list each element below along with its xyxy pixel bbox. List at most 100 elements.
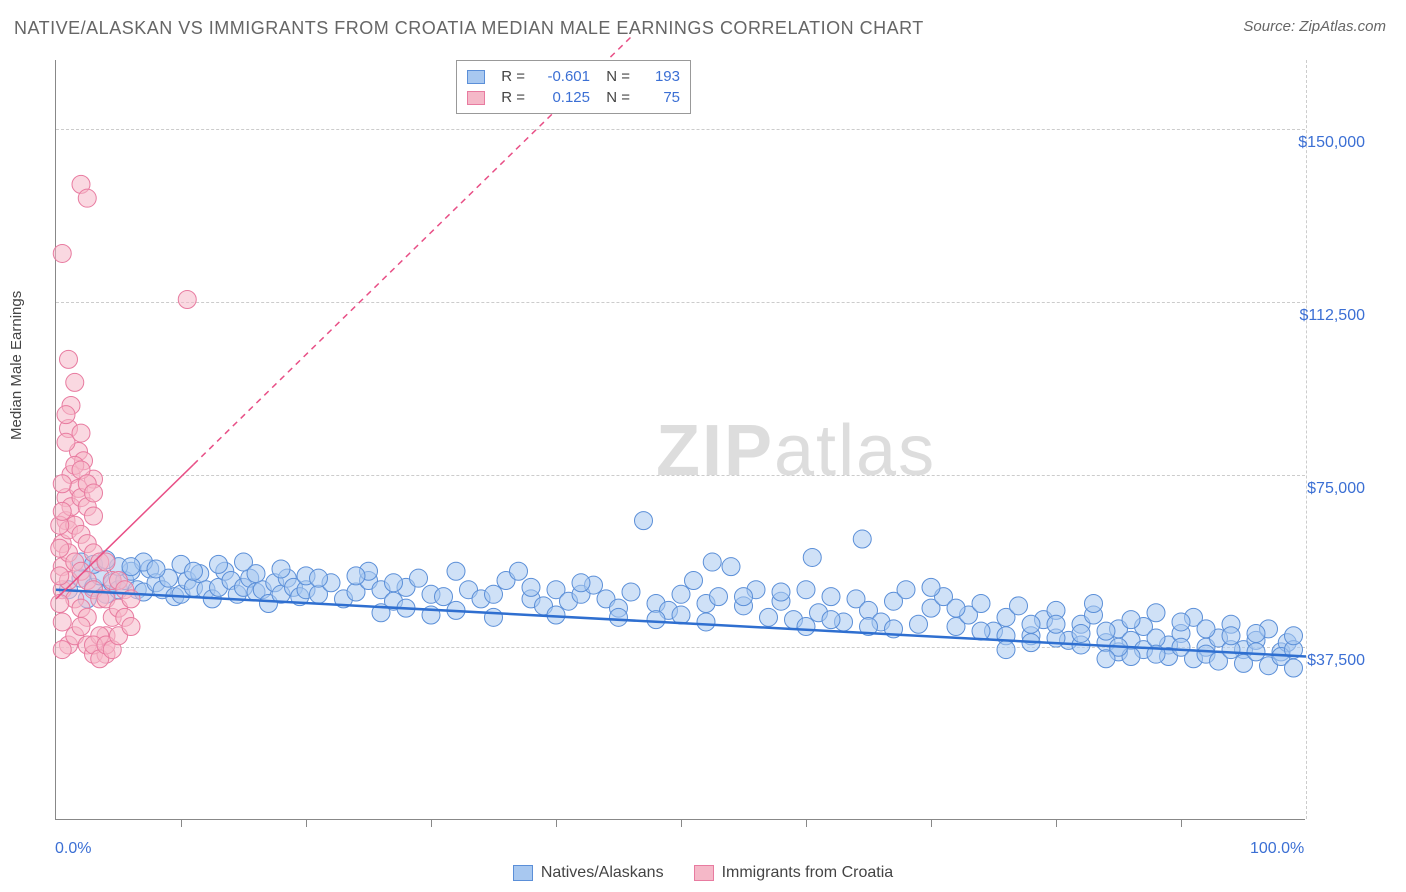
data-point	[1072, 624, 1090, 642]
data-point	[685, 571, 703, 589]
x-minor-tick	[681, 819, 682, 827]
data-point	[1010, 597, 1028, 615]
correlation-n-label: N =	[600, 89, 630, 106]
correlation-n-value: 75	[640, 89, 680, 106]
data-point	[922, 578, 940, 596]
data-point	[53, 244, 71, 262]
data-point	[822, 611, 840, 629]
data-point	[703, 553, 721, 571]
data-point	[60, 350, 78, 368]
data-point	[51, 539, 69, 557]
data-point	[672, 585, 690, 603]
data-point	[1285, 627, 1303, 645]
data-point	[797, 618, 815, 636]
data-point	[53, 502, 71, 520]
data-point	[147, 560, 165, 578]
legend-label: Immigrants from Croatia	[722, 864, 894, 882]
data-point	[247, 565, 265, 583]
data-point	[66, 373, 84, 391]
data-point	[947, 599, 965, 617]
data-point	[910, 615, 928, 633]
data-point	[672, 606, 690, 624]
data-point	[85, 484, 103, 502]
data-point	[522, 578, 540, 596]
data-point	[853, 530, 871, 548]
data-point	[410, 569, 428, 587]
data-point	[1022, 615, 1040, 633]
correlation-legend-box: R = -0.601 N = 193 R = 0.125 N = 75	[456, 60, 691, 114]
data-point	[122, 618, 140, 636]
correlation-n-label: N =	[600, 68, 630, 85]
correlation-row: R = -0.601 N = 193	[467, 66, 680, 87]
x-minor-tick	[806, 819, 807, 827]
data-point	[1122, 611, 1140, 629]
chart-title: NATIVE/ALASKAN VS IMMIGRANTS FROM CROATI…	[14, 18, 924, 39]
correlation-swatch	[467, 91, 485, 105]
data-point	[897, 581, 915, 599]
data-point	[122, 558, 140, 576]
y-tick-label: $75,000	[1225, 480, 1365, 498]
legend-label: Natives/Alaskans	[541, 864, 664, 882]
data-point	[485, 585, 503, 603]
x-minor-tick	[431, 819, 432, 827]
data-point	[710, 588, 728, 606]
data-point	[1047, 615, 1065, 633]
data-point	[53, 641, 71, 659]
data-point	[1172, 613, 1190, 631]
x-minor-tick	[556, 819, 557, 827]
data-point	[510, 562, 528, 580]
correlation-n-value: 193	[640, 68, 680, 85]
data-point	[1097, 622, 1115, 640]
y-axis-label: Median Male Earnings	[8, 291, 25, 440]
data-point	[51, 595, 69, 613]
data-point	[797, 581, 815, 599]
correlation-r-label: R =	[495, 89, 525, 106]
data-point	[72, 618, 90, 636]
data-point	[85, 507, 103, 525]
x-tick-label: 100.0%	[1250, 840, 1304, 858]
data-point	[78, 189, 96, 207]
data-point	[57, 406, 75, 424]
correlation-r-label: R =	[495, 68, 525, 85]
gridline-vertical	[1306, 60, 1307, 819]
source-name: ZipAtlas.com	[1299, 18, 1386, 35]
legend-swatch	[513, 865, 533, 881]
data-point	[772, 583, 790, 601]
source-prefix: Source:	[1243, 18, 1299, 35]
data-point	[72, 424, 90, 442]
data-point	[822, 588, 840, 606]
data-point	[185, 562, 203, 580]
data-point	[447, 562, 465, 580]
data-point	[1147, 604, 1165, 622]
data-point	[347, 567, 365, 585]
data-point	[610, 608, 628, 626]
data-point	[572, 574, 590, 592]
x-tick-label: 0.0%	[55, 840, 91, 858]
correlation-swatch	[467, 70, 485, 84]
data-point	[803, 548, 821, 566]
data-point	[697, 613, 715, 631]
data-point	[53, 613, 71, 631]
data-point	[635, 512, 653, 530]
data-point	[622, 583, 640, 601]
y-tick-label: $112,500	[1225, 307, 1365, 325]
scatter-svg	[56, 60, 1306, 820]
y-tick-label: $150,000	[1225, 134, 1365, 152]
data-point	[51, 567, 69, 585]
x-minor-tick	[306, 819, 307, 827]
data-point	[435, 588, 453, 606]
data-point	[760, 608, 778, 626]
correlation-r-value: -0.601	[535, 68, 590, 85]
x-minor-tick	[1181, 819, 1182, 827]
data-point	[272, 560, 290, 578]
data-point	[1097, 650, 1115, 668]
x-minor-tick	[931, 819, 932, 827]
x-minor-tick	[1056, 819, 1057, 827]
plot-area: ZIPatlas R =-0.601N =193R =0.125N =75	[55, 60, 1305, 820]
data-point	[1147, 629, 1165, 647]
correlation-r-value: 0.125	[535, 89, 590, 106]
data-point	[1247, 624, 1265, 642]
data-point	[997, 641, 1015, 659]
y-tick-label: $37,500	[1225, 652, 1365, 670]
bottom-legend: Natives/Alaskans Immigrants from Croatia	[0, 864, 1406, 882]
